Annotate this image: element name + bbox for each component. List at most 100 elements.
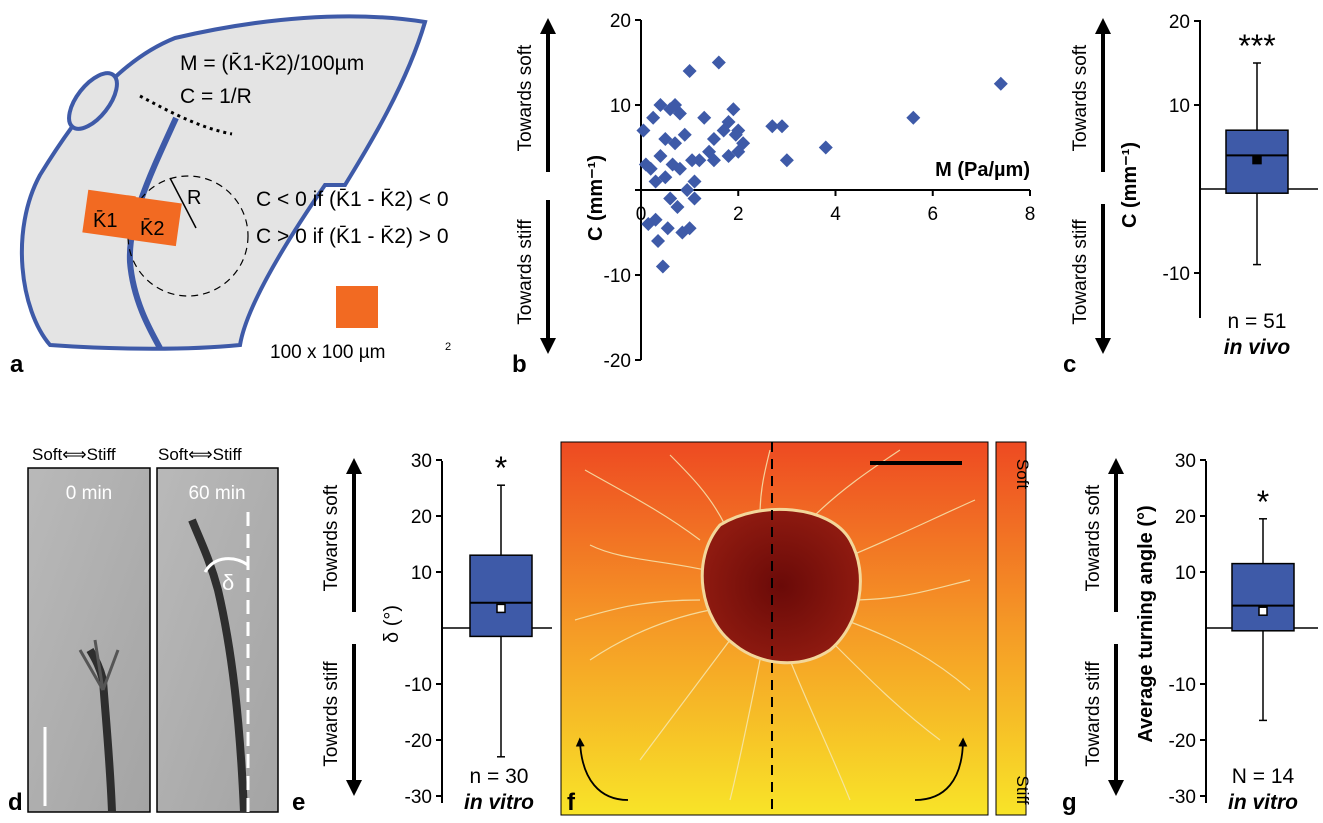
time-0min: 0 min [66, 483, 112, 504]
k2-label: K̄2 [140, 217, 164, 240]
y-tick-label: -20 [405, 731, 432, 752]
y-axis-title: C (mm⁻¹) [585, 155, 607, 241]
y-tick-label: 10 [610, 96, 631, 117]
towards-soft-label-c: Towards soft [1070, 44, 1091, 151]
data-point [721, 115, 736, 129]
data-point [680, 183, 695, 197]
axon-60min [188, 518, 248, 813]
x-tick-label: 0 [636, 204, 647, 225]
scatter-points [636, 55, 1008, 274]
rule-positive: C > 0 if (K̄1 - K̄2) > 0 [256, 225, 449, 248]
x-tick-label: 6 [927, 204, 938, 225]
mean-marker [1252, 154, 1262, 165]
stiffness-box-2 [128, 196, 182, 247]
panel-g: Towards soft Towards stiff 30 20 10 -10 -20 -… [1062, 451, 1318, 816]
optic-tract-path [126, 116, 179, 350]
y-tick-label: 10 [1169, 96, 1190, 117]
gradient-stiff-label: Stiff [1013, 776, 1032, 805]
panel-b: Towards soft Towards stiff 20 10 -10 -20 0 2 4… [512, 11, 1035, 378]
header-soft-stiff-2: Soft⟺Stiff [158, 445, 242, 464]
data-point [697, 110, 712, 125]
y-tick-label: 30 [411, 451, 432, 472]
data-point [655, 259, 670, 274]
k1-label: K̄1 [93, 209, 117, 232]
stiffness-box-1 [82, 189, 136, 239]
y-axis-title: Average turning angle (°) [1135, 505, 1157, 742]
n-label: n = 51 [1228, 310, 1287, 333]
y-axis-title: C (mm⁻¹) [1119, 142, 1141, 228]
curved-arrow-left [575, 737, 629, 801]
towards-stiff-label-e: Towards stiff [321, 661, 342, 767]
y-tick-label: 20 [411, 507, 432, 528]
n-label: n = 30 [470, 765, 529, 788]
panel-label-d: d [8, 789, 23, 816]
data-point [670, 200, 685, 214]
data-point [736, 136, 751, 151]
y-tick-label: -30 [1169, 787, 1196, 808]
target-boundary-dotted [139, 94, 233, 136]
towards-soft-label-g: Towards soft [1083, 484, 1104, 591]
data-point [685, 153, 700, 168]
data-point [687, 191, 702, 206]
y-tick-label: 10 [411, 563, 432, 584]
data-point [636, 123, 651, 138]
condition-label: in vivo [1224, 336, 1291, 359]
brain-tissue-outline [19, 14, 428, 351]
significance-stars: * [495, 450, 507, 486]
data-point [775, 119, 790, 134]
iqr-box [1231, 562, 1295, 632]
y-tick-label: 20 [1175, 507, 1196, 528]
radius-line [169, 177, 197, 229]
data-point [706, 132, 721, 146]
x-tick-label: 2 [733, 204, 744, 225]
data-point [651, 234, 666, 248]
towards-soft-label-e: Towards soft [321, 484, 342, 591]
data-point [731, 123, 746, 138]
delta-angle-arc [203, 557, 249, 573]
panel-f: Soft Stiff f [560, 441, 1032, 816]
curvature-circle [127, 175, 249, 297]
significance-stars: *** [1238, 28, 1275, 64]
header-soft-stiff-1: Soft⟺Stiff [32, 445, 116, 464]
time-60min: 60 min [188, 483, 245, 504]
stiffness-gradient-bar [995, 441, 1027, 816]
panel-e: Towards soft Towards stiff 30 20 10 -10 -20 -… [292, 450, 552, 816]
data-point [906, 110, 921, 125]
y-tick-label: 10 [1175, 563, 1196, 584]
x-tick-label: 4 [830, 204, 841, 225]
significance-stars: * [1257, 484, 1269, 520]
growth-cone-0min [78, 639, 120, 691]
delta-symbol: δ [222, 570, 234, 595]
panel-label-f: f [567, 789, 576, 816]
data-point [706, 153, 721, 168]
panel-label-g: g [1062, 789, 1077, 816]
data-point [663, 191, 678, 206]
panel-label-a: a [10, 351, 24, 378]
y-axis-title: δ (°) [381, 605, 403, 643]
data-point [648, 212, 663, 227]
y-tick-label: -10 [1163, 264, 1190, 285]
towards-stiff-label-g: Towards stiff [1083, 661, 1104, 767]
y-tick-label: 30 [1175, 451, 1196, 472]
y-tick-label: 20 [1169, 12, 1190, 33]
data-point [646, 110, 661, 125]
condition-label: in vitro [1228, 791, 1298, 814]
scale-square [336, 286, 378, 328]
data-point [765, 119, 780, 134]
mean-marker [496, 603, 506, 614]
curved-arrow-right [914, 737, 968, 801]
data-point [726, 102, 741, 117]
data-point [993, 76, 1008, 91]
mean-marker [1258, 606, 1268, 616]
y-tick-label: -30 [405, 787, 432, 808]
n-label: N = 14 [1232, 765, 1295, 788]
data-point [682, 64, 697, 78]
y-tick-label: 20 [610, 11, 631, 32]
panel-c: Towards soft Towards stiff 20 10 -10 *** C (… [1063, 12, 1318, 378]
towards-stiff-label-b: Towards stiff [515, 219, 536, 325]
scatter-axes: 20 10 -10 -20 0 2 4 6 8 M (Pa/µm) C (mm⁻¹) [585, 11, 1035, 372]
scale-superscript: 2 [445, 341, 451, 353]
towards-soft-label-b: Towards soft [515, 44, 536, 151]
panel-label-c: c [1063, 351, 1076, 378]
